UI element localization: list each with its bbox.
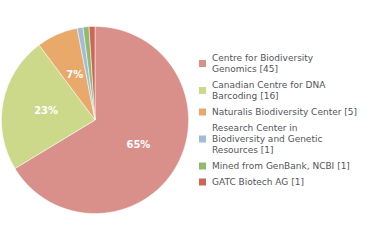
svg-text:Centre for Biodiversity: Centre for Biodiversity [212, 53, 314, 63]
svg-text:Resources [1]: Resources [1] [212, 145, 274, 155]
svg-text:Genomics [45]: Genomics [45] [212, 64, 278, 74]
svg-text:Research Center in: Research Center in [212, 123, 298, 133]
svg-text:23%: 23% [34, 105, 58, 116]
svg-text:65%: 65% [126, 139, 150, 150]
svg-text:Barcoding [16]: Barcoding [16] [212, 91, 279, 101]
svg-text:Mined from GenBank, NCBI [1]: Mined from GenBank, NCBI [1] [212, 161, 350, 171]
svg-text:7%: 7% [66, 69, 83, 80]
svg-text:GATC Biotech AG [1]: GATC Biotech AG [1] [212, 177, 304, 187]
svg-text:Naturalis Biodiversity Center: Naturalis Biodiversity Center [5] [212, 107, 357, 117]
svg-text:Biodiversity and Genetic: Biodiversity and Genetic [212, 134, 322, 144]
svg-text:Canadian Centre for DNA: Canadian Centre for DNA [212, 80, 326, 90]
